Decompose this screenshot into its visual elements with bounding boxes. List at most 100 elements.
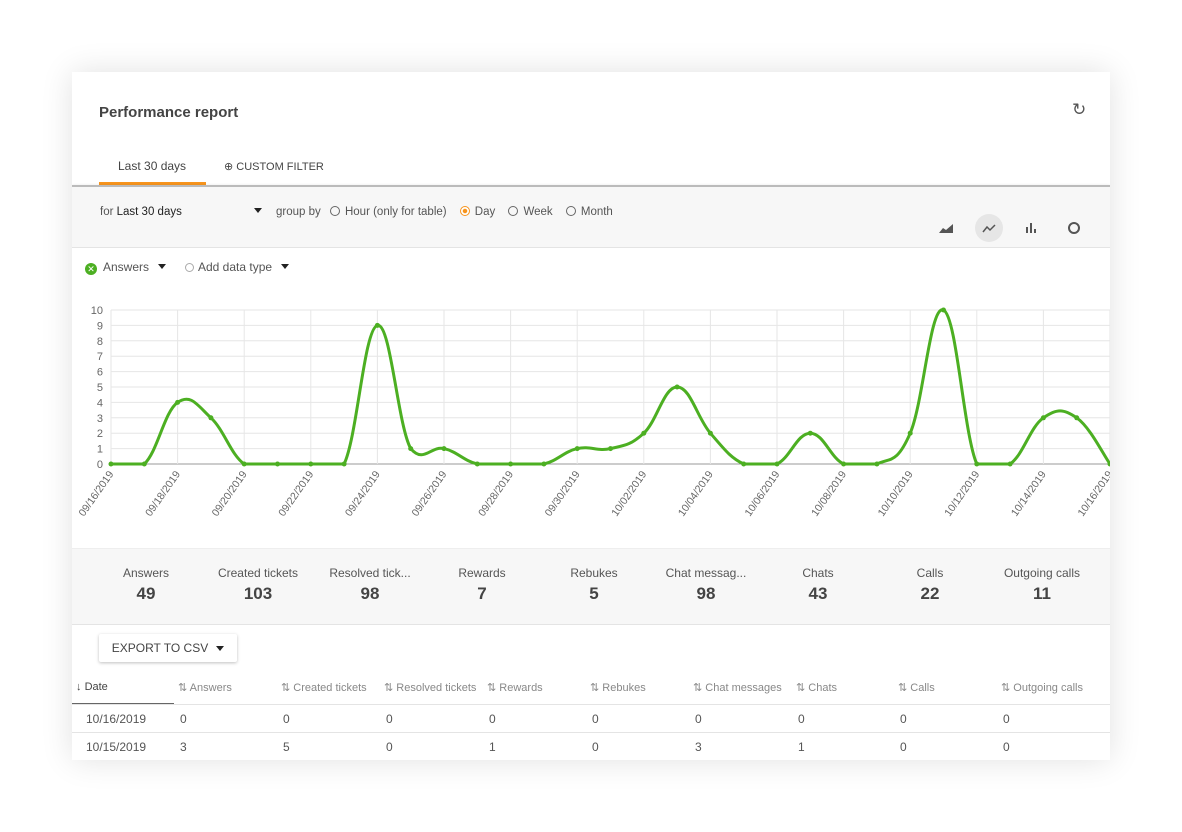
- tab-last-30-days[interactable]: Last 30 days: [118, 159, 187, 173]
- data-point: [674, 384, 680, 390]
- performance-report-card: Performance report ↻ Last 30 days ⊕ CUST…: [72, 72, 1110, 760]
- y-tick-label: 3: [97, 413, 103, 425]
- data-point: [541, 461, 547, 467]
- column-header[interactable]: ⇅ Outgoing calls: [1001, 682, 1083, 694]
- table-cell: 0: [798, 712, 805, 726]
- data-point: [974, 461, 980, 467]
- column-header[interactable]: ⇅ Chats: [796, 682, 838, 694]
- stat-value: 98: [360, 584, 380, 603]
- filter-bar: for Last 30 days group by Hour (only for…: [72, 187, 1110, 248]
- stat-value: 11: [1033, 584, 1051, 603]
- tab-custom-filter[interactable]: ⊕ CUSTOM FILTER: [224, 160, 324, 173]
- data-point: [275, 461, 280, 467]
- active-tab-indicator: [99, 182, 206, 185]
- data-point: [508, 461, 514, 467]
- radio-week[interactable]: Week: [508, 206, 553, 218]
- stat-6: Chats 43: [762, 566, 874, 604]
- table-cell: 0: [489, 712, 496, 726]
- line-chart-icon[interactable]: [975, 214, 1003, 242]
- y-tick-label: 2: [97, 428, 103, 440]
- column-header[interactable]: ⇅ Chat messages: [693, 682, 782, 694]
- column-header[interactable]: ⇅ Resolved tickets: [384, 682, 477, 694]
- stat-value: 103: [243, 584, 273, 603]
- column-header[interactable]: ⇅ Created tickets: [281, 682, 367, 694]
- y-tick-label: 1: [97, 444, 103, 456]
- stat-label: Chats: [802, 566, 834, 580]
- data-point: [1007, 461, 1013, 467]
- data-point: [241, 461, 247, 467]
- table-cell: 0: [592, 712, 599, 726]
- stat-1: Created tickets 103: [202, 566, 314, 604]
- header-divider: [72, 185, 1110, 187]
- table-cell: 10/16/2019: [86, 712, 147, 726]
- x-tick-label: 10/08/2019: [809, 469, 849, 519]
- radio-day[interactable]: Day: [459, 206, 495, 218]
- sort-icon: ⇅: [384, 682, 394, 694]
- table-cell: 0: [283, 712, 290, 726]
- table-cell: 0: [900, 740, 907, 754]
- x-tick-label: 10/12/2019: [942, 469, 982, 519]
- data-point: [874, 461, 880, 467]
- column-header[interactable]: ⇅ Rewards: [487, 682, 543, 694]
- stat-label: Answers: [122, 566, 169, 580]
- column-header[interactable]: ⇅ Rebukes: [590, 682, 646, 694]
- series-selector-answers[interactable]: ✕ Answers: [85, 260, 167, 275]
- x-tick-label: 10/04/2019: [676, 469, 716, 519]
- radio-month[interactable]: Month: [565, 206, 613, 218]
- data-point: [1040, 415, 1046, 421]
- data-point: [1074, 415, 1080, 421]
- caret-down-icon: [253, 208, 262, 213]
- caret-down-icon: [216, 645, 225, 651]
- data-point: [774, 461, 780, 467]
- stat-value: 49: [136, 584, 156, 603]
- divider: [72, 732, 1110, 733]
- column-header[interactable]: ⇅ Answers: [178, 682, 232, 694]
- refresh-icon[interactable]: ↻: [1072, 100, 1087, 119]
- for-label: for: [100, 206, 114, 218]
- divider: [72, 704, 1110, 705]
- group-by-label: group by: [276, 206, 321, 218]
- y-tick-label: 8: [97, 336, 103, 348]
- x-tick-label: 09/16/2019: [76, 469, 116, 519]
- data-point: [441, 446, 447, 452]
- stat-4: Rebukes 5: [538, 566, 650, 604]
- data-point: [574, 446, 580, 452]
- radio-hour[interactable]: Hour (only for table): [329, 206, 447, 218]
- data-point: [108, 461, 114, 467]
- period-select[interactable]: for Last 30 days: [100, 206, 262, 218]
- stat-value: 22: [920, 584, 940, 603]
- sort-icon: ⇅: [898, 682, 908, 694]
- donut-chart-icon[interactable]: [1060, 214, 1088, 242]
- x-tick-label: 09/30/2019: [543, 469, 583, 519]
- data-point: [608, 446, 613, 452]
- x-tick-label: 09/20/2019: [210, 469, 250, 519]
- bar-chart-icon[interactable]: [1017, 214, 1045, 242]
- y-tick-label: 0: [97, 459, 103, 471]
- area-chart-icon[interactable]: [932, 214, 960, 242]
- table-cell: 3: [695, 740, 702, 754]
- table-cell: 0: [386, 740, 393, 754]
- y-tick-label: 4: [97, 397, 103, 409]
- stat-value: 7: [477, 584, 487, 603]
- stat-value: 5: [589, 584, 599, 603]
- data-point: [141, 461, 147, 467]
- table-cell: 0: [592, 740, 599, 754]
- plus-circle-icon: ⊕: [224, 161, 234, 173]
- table-cell: 5: [283, 740, 290, 754]
- table-cell: 0: [900, 712, 907, 726]
- stat-label: Chat messag...: [665, 566, 747, 580]
- x-tick-label: 09/18/2019: [143, 469, 183, 519]
- sort-icon: ⇅: [178, 682, 188, 694]
- add-data-type[interactable]: Add data type: [185, 260, 290, 274]
- column-header[interactable]: ⇅ Calls: [898, 682, 935, 694]
- table-cell: 1: [798, 740, 805, 754]
- remove-series-icon[interactable]: ✕: [85, 263, 97, 275]
- stat-7: Calls 22: [874, 566, 986, 604]
- table-cell: 0: [695, 712, 702, 726]
- data-point: [408, 446, 414, 452]
- export-csv-button[interactable]: EXPORT TO CSV: [99, 634, 237, 662]
- column-header[interactable]: ↓ Date: [76, 681, 108, 693]
- x-tick-label: 10/16/2019: [1075, 469, 1110, 519]
- answers-line-chart: 0 1 2 3 4 5 6 7 8 9 10 09/16/2019 09/18/2019 09/20/20…: [76, 305, 1110, 519]
- stat-label: Calls: [916, 566, 944, 580]
